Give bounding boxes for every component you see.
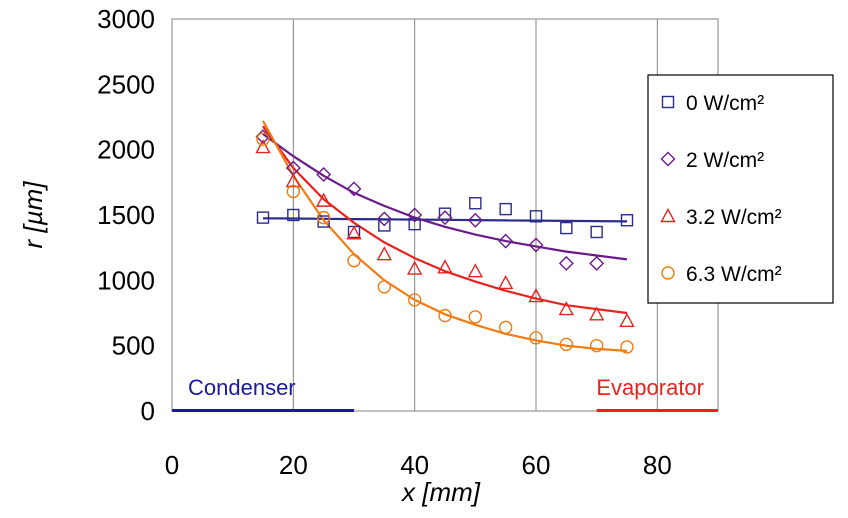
data-point-diamond [558, 255, 574, 271]
data-point-triangle [406, 260, 423, 275]
data-point-circle [407, 293, 422, 307]
legend-label: 0 W/cm² [686, 92, 764, 115]
tick-labels-layer: 0 500 1000 1500 2000 2500 3000 0 20 40 60 80 [97, 4, 672, 480]
data-point-triangle [588, 306, 605, 321]
data-point-diamond [589, 255, 605, 271]
plot-area-border [171, 18, 719, 412]
data-point-square [256, 211, 270, 224]
data-markers-layer [255, 129, 635, 354]
y-tick-label: 500 [112, 331, 155, 361]
data-point-circle [377, 280, 392, 294]
data-point-square [438, 207, 452, 220]
data-point-square [560, 221, 573, 235]
data-point-diamond [437, 210, 453, 226]
data-point-triangle [346, 225, 362, 240]
y-tick-label: 0 [141, 396, 155, 426]
data-point-circle [316, 210, 331, 225]
data-point-square [499, 202, 512, 216]
data-point-diamond [316, 167, 332, 182]
data-point-circle [286, 184, 301, 199]
data-point-square [287, 208, 300, 222]
x-tick-label: 20 [279, 450, 308, 480]
data-point-triangle [255, 139, 271, 154]
data-point-square [469, 197, 482, 210]
y-tick-label: 1500 [97, 200, 155, 230]
y-axis-title: r [µm] [18, 181, 48, 249]
data-point-square [529, 210, 543, 223]
data-point-triangle [619, 312, 635, 328]
legend-marker-circle [661, 266, 675, 280]
fit-curves-layer [262, 120, 628, 352]
y-tick-label: 2500 [97, 69, 155, 99]
grid-layer [292, 19, 658, 411]
data-point-circle [529, 331, 543, 345]
data-point-triangle [497, 274, 514, 290]
x-tick-label: 0 [165, 450, 179, 480]
data-point-circle [620, 340, 634, 354]
data-point-diamond [467, 212, 483, 228]
data-point-circle [498, 320, 513, 335]
data-point-square [590, 225, 603, 239]
data-point-circle [347, 254, 361, 268]
data-point-square [620, 214, 634, 227]
data-point-triangle [558, 301, 575, 316]
data-point-circle [559, 337, 574, 352]
data-point-triangle [528, 288, 544, 303]
region-label: Evaporator [596, 375, 704, 400]
data-point-diamond [376, 211, 392, 227]
region-label: Condenser [188, 375, 296, 400]
data-point-diamond [498, 233, 514, 249]
fit-curve [262, 125, 628, 315]
x-tick-label: 80 [643, 450, 672, 480]
data-point-circle [256, 132, 270, 146]
y-tick-label: 2000 [97, 135, 155, 165]
y-tick-label: 3000 [97, 4, 155, 34]
x-axis-title: x [mm] [400, 477, 481, 507]
data-point-diamond [346, 181, 362, 197]
data-point-square [378, 219, 391, 232]
legend: 0 W/cm² 2 W/cm² 3.2 W/cm² 6.3 W/cm² [647, 74, 834, 304]
data-point-diamond [407, 207, 423, 223]
data-point-triangle [285, 173, 302, 188]
data-point-triangle [376, 246, 393, 261]
legend-marker-square [661, 95, 675, 109]
legend-marker-diamond [660, 151, 676, 167]
x-tick-label: 40 [400, 450, 429, 480]
legend-marker-triangle [660, 208, 676, 223]
data-point-circle [589, 338, 604, 353]
x-tick-label: 60 [522, 450, 551, 480]
legend-label: 3.2 W/cm² [686, 206, 782, 229]
region-layer: Condenser Evaporator [172, 375, 718, 412]
legend-label: 2 W/cm² [686, 149, 764, 172]
data-point-circle [468, 310, 483, 324]
data-point-square [317, 215, 330, 228]
data-point-triangle [467, 263, 484, 278]
legend-label: 6.3 W/cm² [686, 263, 782, 286]
y-tick-label: 1000 [97, 265, 155, 295]
fit-curve [262, 120, 628, 352]
data-point-triangle [315, 192, 332, 207]
data-point-diamond [528, 237, 544, 253]
legend-box [647, 74, 834, 304]
data-point-circle [438, 308, 452, 323]
fit-curve [262, 133, 628, 261]
data-point-square [408, 217, 421, 231]
data-point-triangle [437, 259, 453, 274]
